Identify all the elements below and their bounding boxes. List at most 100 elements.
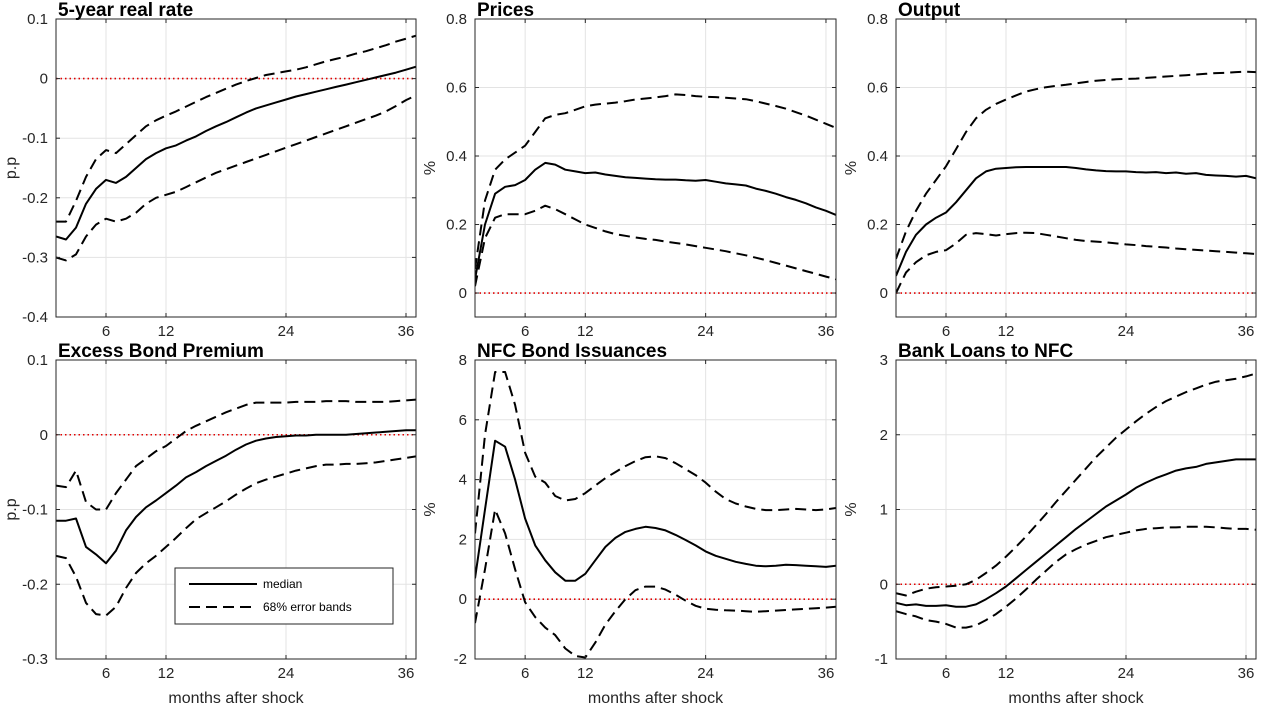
x-tick-label: 36 — [398, 323, 415, 340]
x-tick-label: 36 — [818, 665, 835, 682]
y-tick-label: 0.2 — [446, 217, 467, 234]
x-tick-label: 6 — [521, 323, 529, 340]
y-tick-label: 0.8 — [446, 11, 467, 28]
lower-error-band-line — [475, 508, 836, 659]
y-tick-label: 4 — [459, 472, 467, 489]
chart-title: Prices — [477, 0, 534, 21]
legend-median-label: median — [263, 577, 302, 591]
y-tick-label: 0 — [40, 71, 48, 88]
y-tick-label: -1 — [875, 651, 888, 668]
y-tick-label: -2 — [454, 651, 467, 668]
y-tick-label: -0.2 — [22, 576, 48, 593]
y-tick-label: 1 — [880, 502, 888, 519]
x-tick-label: 36 — [818, 323, 835, 340]
y-axis-label: % — [843, 502, 860, 516]
y-tick-label: 0.8 — [867, 11, 888, 28]
x-tick-label: 6 — [942, 323, 950, 340]
median-line — [56, 429, 416, 565]
lower-error-band-line — [56, 455, 416, 617]
chart-panel-output: 6 12 24 36 0 0.2 0.4 0.6 0.8 Output% — [843, 0, 1257, 340]
lower-error-band-line — [896, 231, 1256, 294]
x-axis-label: months after shock — [588, 690, 724, 707]
x-tick-label: 36 — [1238, 323, 1255, 340]
median-line — [56, 65, 416, 241]
x-tick-label: 6 — [102, 323, 110, 340]
x-axis-label: months after shock — [1008, 690, 1144, 707]
lower-error-band-line — [896, 525, 1256, 629]
y-tick-label: -0.3 — [22, 249, 48, 266]
x-tick-label: 6 — [102, 665, 110, 682]
y-tick-label: 0.4 — [867, 148, 888, 165]
chart-title: Bank Loans to NFC — [898, 341, 1074, 362]
lower-error-band-line — [475, 204, 836, 287]
y-axis-label: p.p — [3, 157, 20, 179]
y-tick-label: 0.1 — [27, 11, 48, 28]
x-tick-label: 36 — [1238, 665, 1255, 682]
y-tick-label: 0 — [880, 285, 888, 302]
y-tick-label: 3 — [880, 352, 888, 369]
x-tick-label: 24 — [278, 323, 295, 340]
chart-panel-excess-bond-premium: 6 12 24 36 -0.3 -0.2 -0.1 0 0.1 Excess Bond Premi… — [3, 341, 417, 707]
x-tick-label: 12 — [577, 323, 594, 340]
x-tick-label: 36 — [398, 665, 415, 682]
y-tick-label: -0.1 — [22, 130, 48, 147]
x-tick-label: 12 — [158, 323, 175, 340]
upper-error-band-line — [475, 371, 836, 534]
lower-error-band-line — [56, 94, 416, 262]
axes-box — [474, 359, 837, 660]
chart-panel-prices: 6 12 24 36 0 0.2 0.4 0.6 0.8 Prices% — [422, 0, 837, 340]
y-axis-label: % — [843, 161, 860, 175]
y-tick-label: 8 — [459, 352, 467, 369]
y-tick-label: 2 — [459, 531, 467, 548]
y-tick-label: 0 — [880, 576, 888, 593]
x-tick-label: 12 — [158, 665, 175, 682]
axes-box — [895, 18, 1257, 318]
x-axis-label: months after shock — [168, 690, 304, 707]
y-tick-label: 0.6 — [446, 80, 467, 97]
median-line — [896, 458, 1256, 608]
median-line — [475, 439, 836, 582]
x-tick-label: 6 — [942, 665, 950, 682]
upper-error-band-line — [475, 93, 836, 270]
y-tick-label: 0.2 — [867, 217, 888, 234]
y-tick-label: 0.4 — [446, 148, 467, 165]
y-axis-label: % — [422, 502, 439, 516]
median-line — [475, 161, 836, 280]
y-tick-label: -0.2 — [22, 190, 48, 207]
x-tick-label: 6 — [521, 665, 529, 682]
y-tick-label: 0 — [459, 285, 467, 302]
y-tick-label: 6 — [459, 412, 467, 429]
upper-error-band-line — [896, 372, 1256, 597]
chart-panel-5-year-real-rate: 6 12 24 36 -0.4 -0.3 -0.2 -0.1 0 0.1 5-year real r… — [3, 0, 417, 340]
y-axis-label: p.p — [3, 498, 20, 520]
chart-title: Output — [898, 0, 961, 21]
y-tick-label: 0 — [40, 427, 48, 444]
axes-box — [474, 18, 837, 318]
y-tick-label: 2 — [880, 427, 888, 444]
axes-box — [55, 18, 417, 318]
y-tick-label: 0.1 — [27, 352, 48, 369]
x-tick-label: 12 — [998, 323, 1015, 340]
x-tick-label: 24 — [1118, 665, 1135, 682]
upper-error-band-line — [56, 398, 416, 511]
x-tick-label: 24 — [697, 323, 714, 340]
x-tick-label: 12 — [577, 665, 594, 682]
x-tick-label: 24 — [278, 665, 295, 682]
y-tick-label: 0 — [459, 591, 467, 608]
chart-title: 5-year real rate — [58, 0, 193, 21]
median-line — [896, 166, 1256, 277]
y-tick-label: 0.6 — [867, 80, 888, 97]
x-tick-label: 24 — [1118, 323, 1135, 340]
y-tick-label: -0.1 — [22, 502, 48, 519]
y-axis-label: % — [422, 161, 439, 175]
y-tick-label: -0.3 — [22, 651, 48, 668]
upper-error-band-line — [896, 70, 1256, 260]
legend-bands-label: 68% error bands — [263, 600, 352, 614]
upper-error-band-line — [56, 34, 416, 223]
x-tick-label: 12 — [998, 665, 1015, 682]
legend: median 68% error bands — [174, 567, 394, 625]
legend-box — [174, 567, 394, 625]
